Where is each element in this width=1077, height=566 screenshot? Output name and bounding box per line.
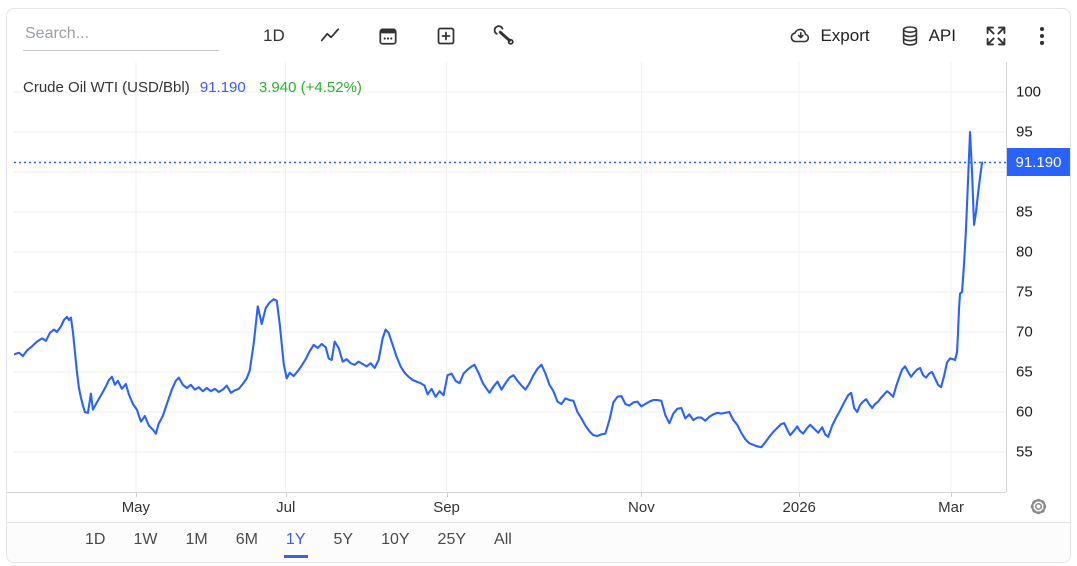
chart-area: Crude Oil WTI (USD/Bbl) 91.190 3.940 (+4… <box>7 62 1070 492</box>
toolbar: 1D <box>7 9 1070 62</box>
price-change: 3.940 (+4.52%) <box>258 79 362 96</box>
range-button-1w[interactable]: 1W <box>133 531 158 548</box>
range-button-25y[interactable]: 25Y <box>437 531 467 548</box>
x-axis-row: May Jul Sep Nov 2026 Mar <box>7 492 1070 522</box>
export-button[interactable]: Export <box>789 24 870 48</box>
search-input[interactable] <box>23 20 219 51</box>
instrument-name: Crude Oil WTI (USD/Bbl) <box>23 79 190 96</box>
price-chart-svg <box>14 62 1006 492</box>
range-button-5y[interactable]: 5Y <box>333 531 354 548</box>
y-axis-tick-label: 75 <box>1016 283 1033 301</box>
range-button-1y[interactable]: 1Y <box>283 527 308 558</box>
expand-icon <box>986 26 1006 45</box>
y-axis-tick-label: 65 <box>1016 363 1033 381</box>
x-axis-tick <box>951 493 953 497</box>
add-indicator-icon[interactable] <box>435 25 457 47</box>
price-line <box>14 132 982 447</box>
export-label: Export <box>820 25 870 45</box>
range-button-10y[interactable]: 10Y <box>381 531 410 548</box>
x-axis-label: Mar <box>938 499 964 516</box>
x-axis-tick <box>135 493 137 497</box>
x-axis-tick <box>641 493 643 497</box>
interval-selector[interactable]: 1D <box>263 25 285 45</box>
x-axis-label: 2026 <box>782 499 816 516</box>
range-selector: 1D 1W 1M 6M 1Y 5Y 10Y 25Y All <box>7 522 1070 562</box>
current-price-label: 91.190 <box>1007 148 1070 177</box>
x-axis-label: Sep <box>433 499 460 516</box>
plot-region[interactable]: Crude Oil WTI (USD/Bbl) 91.190 3.940 (+4… <box>7 62 1006 492</box>
y-axis-tick-label: 95 <box>1016 123 1033 141</box>
x-axis-tick <box>446 493 448 497</box>
y-axis[interactable]: 91.190 100 95 85 80 75 70 65 60 55 <box>1006 62 1070 492</box>
y-axis-tick-label: 85 <box>1016 203 1033 221</box>
chart-widget: 1D <box>6 8 1071 563</box>
axis-corner <box>1006 492 1070 522</box>
range-button-1d[interactable]: 1D <box>85 531 106 548</box>
last-price: 91.190 <box>199 79 246 96</box>
y-axis-tick-label: 100 <box>1016 83 1042 101</box>
x-axis: May Jul Sep Nov 2026 Mar <box>7 492 1006 522</box>
y-axis-tick-label: 70 <box>1016 323 1033 341</box>
range-button-1m[interactable]: 1M <box>185 531 208 548</box>
cloud-download-icon <box>791 28 810 42</box>
y-axis-tick-label: 55 <box>1016 443 1033 461</box>
x-axis-tick <box>285 493 287 497</box>
x-axis-label: Nov <box>628 499 655 516</box>
range-button-6m[interactable]: 6M <box>235 531 258 548</box>
y-axis-tick-label: 60 <box>1016 403 1033 421</box>
y-axis-tick-label: 80 <box>1016 243 1033 261</box>
api-label: API <box>928 25 956 45</box>
fullscreen-button[interactable] <box>984 24 1008 48</box>
api-button[interactable]: API <box>898 24 956 48</box>
database-icon <box>902 25 917 46</box>
more-options-button[interactable] <box>1030 24 1054 48</box>
range-button-all[interactable]: All <box>494 531 512 548</box>
x-axis-tick <box>799 493 801 497</box>
kebab-menu-icon <box>1039 26 1045 45</box>
x-axis-label: May <box>121 499 151 516</box>
tools-wrench-icon[interactable] <box>493 24 515 47</box>
line-chart-type-icon[interactable] <box>319 25 341 47</box>
x-axis-label: Jul <box>276 499 296 516</box>
calendar-icon[interactable] <box>377 25 399 47</box>
settings-button[interactable] <box>1028 496 1049 517</box>
chart-title: Crude Oil WTI (USD/Bbl) 91.190 3.940 (+4… <box>23 79 362 96</box>
